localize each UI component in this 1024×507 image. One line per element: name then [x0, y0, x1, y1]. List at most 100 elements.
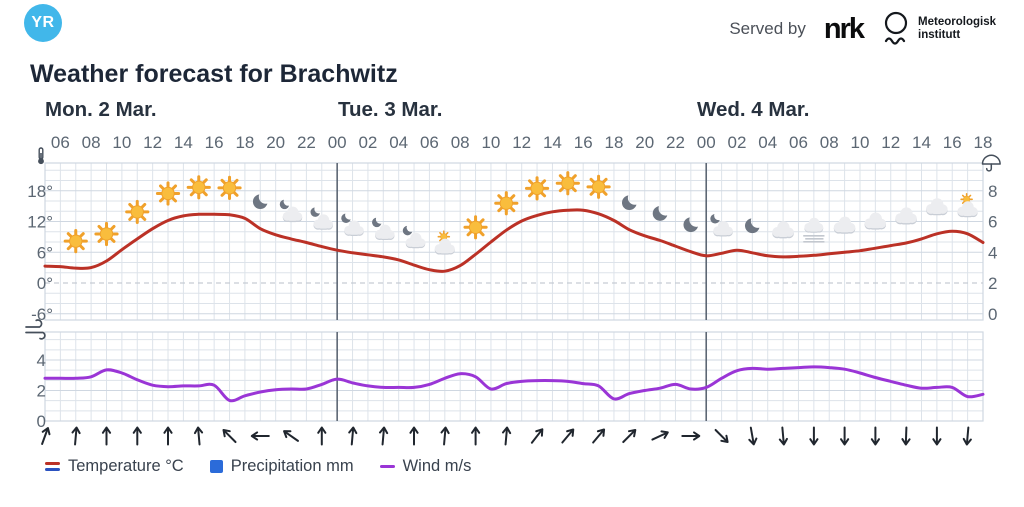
temp-tick-label: 12°	[27, 213, 53, 232]
weather-icon-cloud	[833, 216, 856, 234]
temp-tick-label: -6°	[31, 305, 53, 324]
time-label: 08	[82, 133, 101, 152]
wind-arrow	[317, 426, 327, 446]
day-label-1: Tue. 3 Mar.	[338, 98, 443, 121]
time-label: 12	[512, 133, 531, 152]
precip-tick-label: 8	[988, 182, 997, 201]
weather-icon-sun	[494, 191, 519, 216]
temperature-curve	[43, 208, 985, 273]
day-label-0: Mon. 2 Mar.	[45, 98, 157, 121]
weather-icon-moon	[652, 206, 668, 221]
chart-grid	[44, 162, 984, 422]
time-label: 02	[358, 133, 377, 152]
weather-icon-cloud	[926, 198, 948, 216]
time-label: 20	[266, 133, 285, 152]
wind-arrow	[501, 426, 512, 446]
met-line1: Meteorologisk	[918, 15, 996, 28]
weather-icon-cloud	[772, 221, 794, 239]
page-title: Weather forecast for Brachwitz	[30, 60, 398, 88]
wind-arrow	[561, 428, 575, 444]
legend-temperature-label: Temperature °C	[68, 457, 184, 475]
wind-direction-arrows	[41, 426, 972, 446]
weather-icon-cloud	[895, 207, 917, 225]
weather-icon-moon-cloud	[310, 207, 333, 230]
time-label: 14	[174, 133, 193, 152]
time-label: 18	[604, 133, 623, 152]
time-label: 22	[297, 133, 316, 152]
wind-arrow	[901, 426, 911, 446]
wind-tick-label: 0	[37, 412, 46, 431]
legend-wind: Wind m/s	[379, 457, 472, 476]
precip-tick-label: 4	[988, 243, 997, 262]
wind-arrow	[932, 426, 942, 446]
wind-arrow	[71, 426, 81, 446]
wind-arrow	[348, 426, 358, 446]
wind-arrow	[440, 426, 450, 446]
weather-icons	[63, 171, 978, 255]
weather-icon-moon	[252, 194, 268, 210]
time-label: 06	[420, 133, 439, 152]
wind-arrow	[101, 426, 112, 446]
time-label: 00	[697, 133, 716, 152]
thermometer-icon	[38, 147, 44, 165]
time-label: 04	[389, 133, 408, 152]
wind-arrow	[681, 431, 701, 441]
chart-curves	[43, 208, 985, 403]
weather-icon-moon	[744, 218, 760, 234]
weather-icon-sun	[524, 176, 550, 201]
wind-arrow	[778, 426, 788, 446]
time-label: 06	[51, 133, 70, 152]
nrk-logo: nrk	[823, 12, 865, 45]
wind-tick-label: 4	[37, 351, 46, 370]
wind-arrow	[163, 426, 173, 446]
weather-icon-sun	[94, 221, 119, 247]
weather-icon-sun	[586, 174, 611, 199]
header-attribution: Served by nrk Meteorologisk institutt	[729, 10, 996, 48]
time-label: 18	[235, 133, 254, 152]
wind-arrow	[41, 427, 51, 445]
met-logo: Meteorologisk institutt	[881, 10, 996, 48]
time-label: 12	[143, 133, 162, 152]
wind-legend-icon	[379, 464, 395, 469]
precip-tick-label: 6	[988, 213, 997, 232]
precipitation-legend-icon	[209, 460, 223, 473]
meteogram-svg: 06 08 10 12 14 16 18 20 22 00 02 04 06 08 10 12 14 16 18 20…	[25, 133, 1001, 446]
temperature-legend-icon	[45, 461, 60, 472]
met-logo-icon	[884, 11, 908, 45]
weather-icon-sun	[125, 199, 150, 225]
axis-labels: 06 08 10 12 14 16 18 20 22 00 02 04 06 08 10 12 14 16 18 20…	[27, 133, 997, 431]
weather-icon-moon-cloud	[372, 217, 395, 241]
time-label: 22	[666, 133, 685, 152]
yr-logo[interactable]: YR	[24, 4, 62, 42]
weather-icon-moon-cloud	[710, 214, 733, 237]
weather-icon-sun	[186, 175, 211, 200]
time-label: 06	[789, 133, 808, 152]
time-label: 04	[758, 133, 777, 152]
legend-wind-label: Wind m/s	[402, 457, 472, 475]
wind-arrow	[378, 426, 389, 446]
weather-icon-fog	[803, 217, 825, 243]
time-label: 10	[851, 133, 870, 152]
wind-arrow	[714, 428, 729, 444]
wind-arrow	[870, 426, 881, 446]
weather-icon-moon-cloud	[402, 225, 426, 249]
wind-arrow	[839, 426, 850, 446]
wind-arrow	[132, 426, 142, 446]
time-label: 16	[574, 133, 593, 152]
wind-tick-label: 2	[37, 382, 46, 401]
wind-arrow	[592, 428, 606, 444]
weather-icon-sun	[63, 229, 88, 254]
time-label: 10	[112, 133, 131, 152]
time-label: 16	[205, 133, 224, 152]
wind-curve	[43, 365, 985, 403]
wind-arrow	[283, 430, 299, 442]
time-label: 18	[974, 133, 993, 152]
weather-icon-sun	[155, 181, 181, 206]
wind-arrow	[809, 426, 819, 446]
legend-precipitation-label: Precipitation mm	[230, 457, 354, 475]
time-label: 08	[451, 133, 470, 152]
met-logo-text: Meteorologisk institutt	[918, 16, 996, 42]
weather-icon-moon	[683, 217, 699, 233]
weather-icon-moon-cloud	[279, 199, 303, 223]
